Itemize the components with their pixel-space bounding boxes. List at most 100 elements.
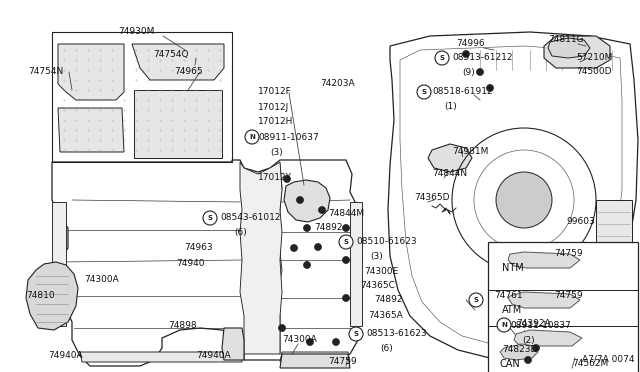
Text: 74844M: 74844M (328, 209, 364, 218)
Circle shape (319, 206, 326, 214)
Circle shape (245, 130, 259, 144)
Polygon shape (280, 352, 350, 362)
Text: 57210M: 57210M (576, 54, 612, 62)
Text: 74365D: 74365D (414, 193, 449, 202)
Circle shape (307, 339, 314, 346)
Text: 17012H: 17012H (258, 118, 293, 126)
Text: (6): (6) (234, 228, 247, 237)
Text: (3): (3) (270, 148, 283, 157)
Text: 74898: 74898 (168, 321, 196, 330)
Polygon shape (80, 352, 242, 362)
Text: 74810: 74810 (26, 292, 54, 301)
Text: 17012F: 17012F (258, 87, 292, 96)
Text: 74300E: 74300E (364, 267, 398, 276)
Circle shape (303, 224, 310, 231)
Polygon shape (596, 200, 632, 260)
Text: 74759: 74759 (554, 292, 582, 301)
Text: 74940A: 74940A (196, 352, 230, 360)
Text: 08518-61912: 08518-61912 (432, 87, 493, 96)
Polygon shape (514, 330, 582, 346)
Polygon shape (548, 38, 590, 58)
Text: 08513-61212: 08513-61212 (452, 54, 513, 62)
Text: 74365C: 74365C (360, 282, 395, 291)
Text: 74963: 74963 (184, 244, 212, 253)
Text: 74965: 74965 (174, 67, 203, 77)
Polygon shape (500, 344, 538, 360)
Text: 17012J: 17012J (258, 103, 289, 112)
Polygon shape (222, 328, 244, 360)
Text: ATM: ATM (502, 305, 522, 315)
Text: 74940: 74940 (176, 260, 205, 269)
Text: CAN: CAN (500, 359, 521, 369)
Circle shape (435, 51, 449, 65)
Circle shape (463, 51, 470, 58)
Circle shape (349, 327, 363, 341)
Polygon shape (544, 36, 610, 68)
Text: 08543-61012: 08543-61012 (220, 214, 280, 222)
Text: (9): (9) (462, 67, 475, 77)
Circle shape (342, 224, 349, 231)
Text: 08510-61623: 08510-61623 (356, 237, 417, 247)
Text: 74844N: 74844N (432, 170, 467, 179)
Circle shape (303, 262, 310, 269)
Circle shape (333, 339, 339, 346)
Polygon shape (428, 144, 472, 172)
Polygon shape (284, 180, 330, 222)
Circle shape (278, 324, 285, 331)
Circle shape (291, 244, 298, 251)
Text: 74300A: 74300A (282, 336, 317, 344)
Circle shape (469, 293, 483, 307)
Text: 08911-10637: 08911-10637 (258, 134, 319, 142)
Circle shape (497, 318, 511, 332)
Text: (1): (1) (444, 102, 457, 110)
Text: 99603: 99603 (566, 218, 595, 227)
Polygon shape (280, 354, 350, 368)
Polygon shape (350, 202, 362, 326)
Text: (2): (2) (522, 336, 534, 344)
Circle shape (496, 172, 552, 228)
Text: 74811G: 74811G (548, 35, 584, 45)
Text: 74892: 74892 (314, 224, 342, 232)
Text: (6): (6) (380, 343, 393, 353)
Text: 74930M: 74930M (118, 28, 154, 36)
Text: S: S (207, 215, 212, 221)
Text: 74892: 74892 (374, 295, 403, 305)
Polygon shape (134, 90, 222, 158)
Circle shape (314, 244, 321, 250)
Text: NTM: NTM (502, 263, 524, 273)
Text: 74981M: 74981M (452, 148, 488, 157)
Polygon shape (488, 242, 638, 372)
Text: N: N (249, 134, 255, 140)
Circle shape (342, 295, 349, 301)
Text: 74562M: 74562M (572, 359, 608, 369)
Circle shape (284, 176, 291, 183)
Text: S: S (440, 55, 445, 61)
Text: 74759: 74759 (328, 357, 356, 366)
Text: 74300A: 74300A (84, 276, 119, 285)
Polygon shape (58, 108, 124, 152)
Text: S: S (344, 239, 349, 245)
Text: 74996: 74996 (456, 39, 484, 48)
Text: A7/7A 0074: A7/7A 0074 (582, 355, 634, 364)
Polygon shape (58, 44, 124, 100)
Text: 74940A: 74940A (48, 352, 83, 360)
Polygon shape (132, 44, 224, 80)
Circle shape (486, 84, 493, 92)
Polygon shape (508, 252, 580, 268)
Text: S: S (474, 297, 479, 303)
Text: (3): (3) (370, 251, 383, 260)
Polygon shape (26, 262, 78, 330)
Text: S: S (422, 89, 426, 95)
Polygon shape (240, 162, 282, 354)
Text: 08513-61623: 08513-61623 (366, 330, 427, 339)
Text: S: S (353, 331, 358, 337)
Text: 08911-10837: 08911-10837 (510, 321, 571, 330)
Text: 74823D: 74823D (502, 346, 538, 355)
Text: 74365A: 74365A (368, 311, 403, 321)
Circle shape (525, 356, 531, 363)
Text: N: N (501, 322, 507, 328)
Circle shape (532, 344, 540, 352)
Text: 74754Q: 74754Q (153, 51, 189, 60)
Polygon shape (508, 292, 580, 308)
Text: 17012Y: 17012Y (258, 173, 292, 183)
